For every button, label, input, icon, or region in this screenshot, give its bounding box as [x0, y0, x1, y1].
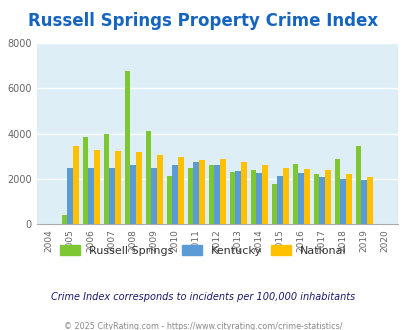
Bar: [339, 179, 345, 224]
Bar: [115, 151, 120, 224]
Bar: [124, 71, 130, 224]
Bar: [282, 168, 288, 224]
Bar: [208, 165, 214, 224]
Bar: [220, 159, 225, 224]
Bar: [292, 164, 298, 224]
Bar: [73, 146, 79, 224]
Bar: [360, 180, 366, 224]
Bar: [145, 131, 151, 224]
Bar: [241, 162, 246, 224]
Bar: [355, 146, 360, 224]
Text: Russell Springs Property Crime Index: Russell Springs Property Crime Index: [28, 12, 377, 30]
Bar: [187, 168, 193, 224]
Bar: [250, 170, 256, 224]
Bar: [277, 176, 282, 224]
Bar: [298, 173, 303, 224]
Bar: [324, 170, 330, 224]
Bar: [229, 172, 235, 224]
Bar: [193, 162, 198, 224]
Bar: [172, 165, 177, 224]
Bar: [198, 160, 204, 224]
Bar: [67, 168, 73, 224]
Bar: [136, 152, 141, 224]
Legend: Russell Springs, Kentucky, National: Russell Springs, Kentucky, National: [55, 240, 350, 260]
Bar: [157, 155, 162, 224]
Bar: [109, 168, 115, 224]
Bar: [94, 149, 99, 224]
Bar: [83, 137, 88, 224]
Text: Crime Index corresponds to incidents per 100,000 inhabitants: Crime Index corresponds to incidents per…: [51, 292, 354, 302]
Bar: [366, 177, 372, 224]
Bar: [261, 165, 267, 224]
Bar: [214, 165, 220, 224]
Bar: [151, 168, 157, 224]
Bar: [103, 134, 109, 224]
Bar: [313, 175, 319, 224]
Bar: [177, 157, 183, 224]
Bar: [271, 183, 277, 224]
Text: © 2025 CityRating.com - https://www.cityrating.com/crime-statistics/: © 2025 CityRating.com - https://www.city…: [64, 322, 341, 330]
Bar: [303, 169, 309, 224]
Bar: [88, 168, 94, 224]
Bar: [345, 175, 351, 224]
Bar: [319, 177, 324, 224]
Bar: [130, 165, 136, 224]
Bar: [256, 173, 261, 224]
Bar: [166, 176, 172, 224]
Bar: [235, 171, 241, 224]
Bar: [62, 215, 67, 224]
Bar: [334, 159, 339, 224]
